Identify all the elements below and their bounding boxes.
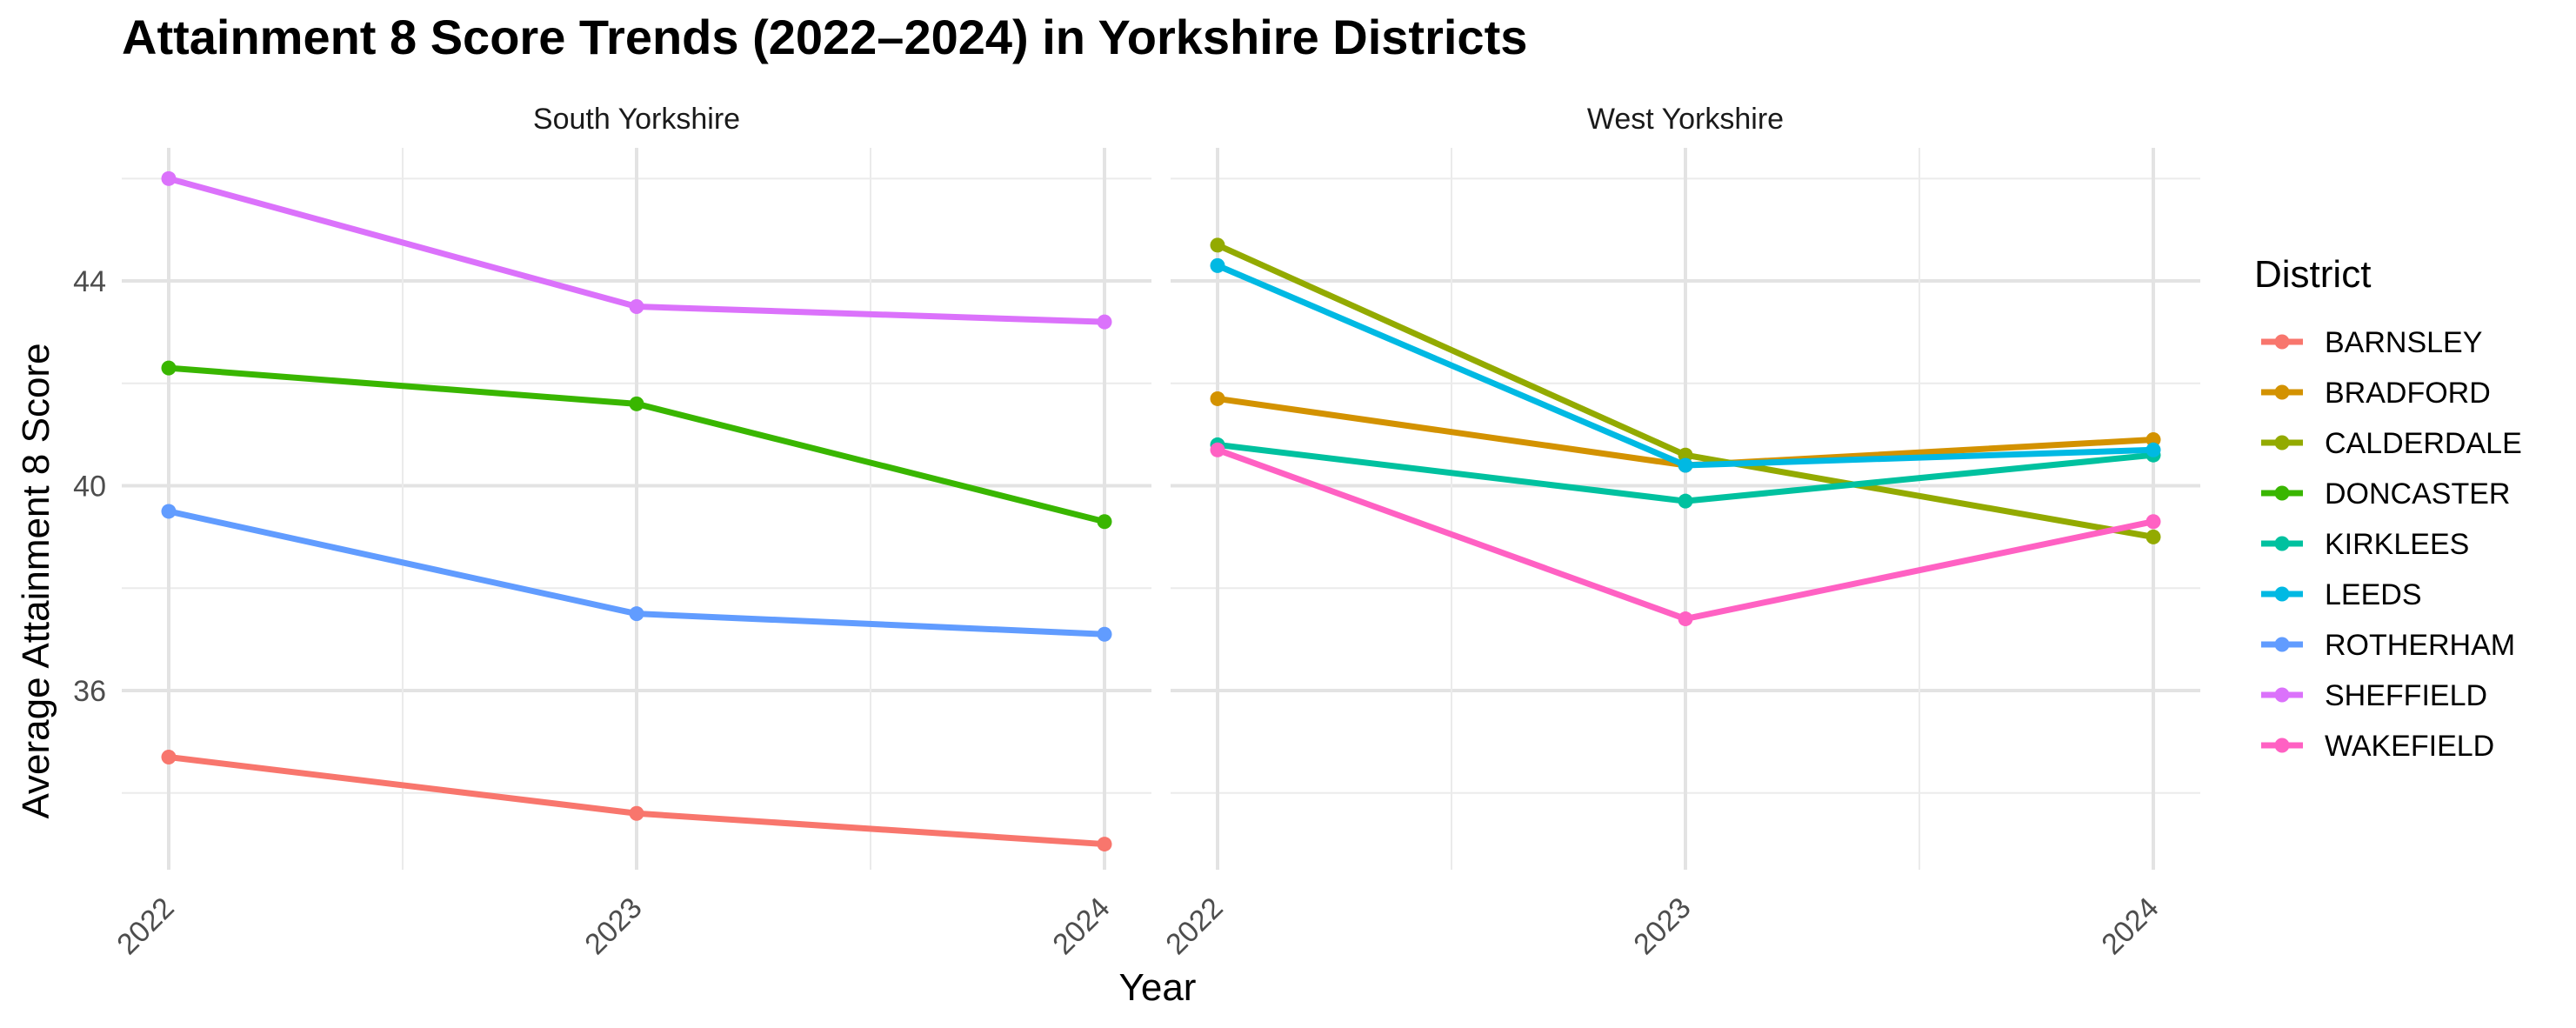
legend-key-point — [2274, 384, 2290, 400]
y-tick-label: 44 — [73, 265, 106, 298]
gridlines — [122, 148, 1151, 870]
legend-key-point — [2274, 334, 2290, 350]
data-point-calderdale — [1678, 447, 1693, 463]
legend-key-point — [2274, 485, 2290, 501]
x-tick-label: 2022 — [110, 891, 180, 961]
legend-label: DONCASTER — [2325, 477, 2510, 511]
data-point-wakefield — [1210, 442, 1225, 457]
data-point-bradford — [2146, 432, 2161, 448]
y-tick-label: 40 — [73, 471, 106, 504]
data-point-calderdale — [2146, 529, 2161, 544]
legend-item-barnsley: BARNSLEY — [2261, 326, 2482, 359]
data-point-wakefield — [2146, 514, 2161, 530]
series-calderdale — [1210, 237, 2161, 544]
x-tick-label: 2024 — [1046, 891, 1116, 961]
legend-key-point — [2274, 435, 2290, 451]
data-point-sheffield — [1097, 314, 1112, 330]
data-point-bradford — [1210, 391, 1225, 406]
data-point-calderdale — [1210, 237, 1225, 253]
legend-item-doncaster: DONCASTER — [2261, 477, 2510, 511]
chart-title: Attainment 8 Score Trends (2022–2024) in… — [122, 10, 1527, 64]
data-point-kirklees — [1678, 493, 1693, 509]
series-wakefield — [1210, 442, 2161, 627]
legend-label: BARNSLEY — [2325, 326, 2482, 359]
data-point-doncaster — [1097, 514, 1112, 530]
legend-label: KIRKLEES — [2325, 528, 2469, 561]
legend-label: BRADFORD — [2325, 377, 2491, 410]
data-point-leeds — [1210, 257, 1225, 273]
x-tick-label: 2024 — [2095, 891, 2165, 961]
legend-item-calderdale: CALDERDALE — [2261, 427, 2522, 460]
x-axis-title: Year — [1119, 966, 1197, 1009]
panel-west-yorkshire: West Yorkshire 2022 2023 2024 — [1159, 103, 2200, 961]
legend-label: ROTHERHAM — [2325, 629, 2515, 662]
legend-label: CALDERDALE — [2325, 427, 2522, 460]
data-point-doncaster — [161, 360, 177, 376]
data-point-sheffield — [629, 298, 644, 314]
data-point-leeds — [1678, 457, 1693, 473]
y-tick-label: 36 — [73, 675, 106, 708]
gridlines — [1171, 148, 2200, 870]
legend-key-point — [2274, 637, 2290, 652]
legend-item-wakefield: WAKEFIELD — [2261, 730, 2494, 763]
legend-label: SHEFFIELD — [2325, 679, 2487, 712]
data-point-wakefield — [1678, 611, 1693, 627]
strip-label-west-yorkshire: West Yorkshire — [1587, 103, 1784, 136]
legend-key-point — [2274, 687, 2290, 703]
strip-label-south-yorkshire: South Yorkshire — [533, 103, 740, 136]
x-tick-label: 2023 — [1627, 891, 1697, 961]
data-point-barnsley — [161, 749, 177, 764]
legend-key-point — [2274, 586, 2290, 602]
x-tick-label: 2022 — [1159, 891, 1229, 961]
legend-item-rotherham: ROTHERHAM — [2261, 629, 2515, 662]
legend-label: LEEDS — [2325, 578, 2422, 611]
legend: District BARNSLEY BRADFORD CALDERDALE DONCA… — [2254, 253, 2522, 763]
data-point-doncaster — [629, 396, 644, 411]
legend-label: WAKEFIELD — [2325, 730, 2494, 763]
data-point-leeds — [2146, 442, 2161, 457]
data-point-sheffield — [161, 170, 177, 186]
data-point-barnsley — [629, 805, 644, 821]
data-point-barnsley — [1097, 837, 1112, 852]
legend-item-bradford: BRADFORD — [2261, 377, 2491, 410]
panel-south-yorkshire: South Yorkshire 2022 2023 2024 36 40 44 — [73, 103, 1151, 961]
data-point-rotherham — [1097, 626, 1112, 642]
series-doncaster — [161, 360, 1112, 530]
data-point-rotherham — [629, 606, 644, 622]
data-point-rotherham — [161, 504, 177, 519]
series-rotherham — [161, 504, 1112, 642]
series-sheffield — [161, 170, 1112, 330]
x-tick-label: 2023 — [578, 891, 648, 961]
legend-key-point — [2274, 738, 2290, 753]
series-barnsley — [161, 749, 1112, 852]
legend-item-kirklees: KIRKLEES — [2261, 528, 2469, 561]
y-axis-title: Average Attainment 8 Score — [15, 343, 57, 818]
legend-item-sheffield: SHEFFIELD — [2261, 679, 2487, 712]
series-leeds — [1210, 257, 2161, 473]
legend-title: District — [2254, 253, 2371, 296]
legend-key-point — [2274, 536, 2290, 551]
legend-item-leeds: LEEDS — [2261, 578, 2422, 611]
